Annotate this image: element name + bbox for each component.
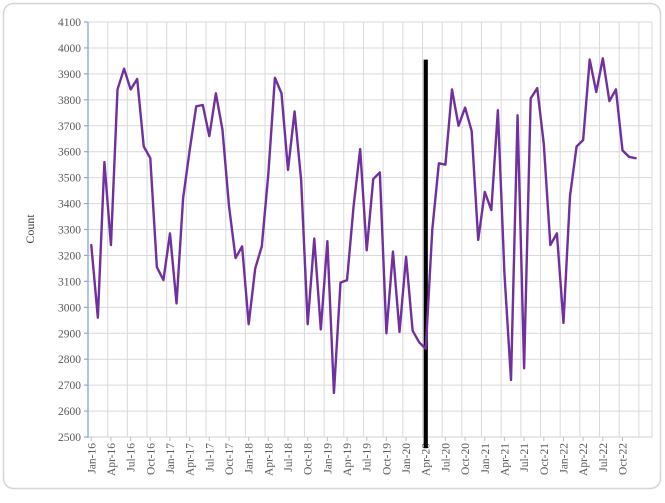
- y-axis-label: 4100: [58, 17, 81, 29]
- x-axis-label: Jan-22: [558, 443, 570, 474]
- y-axis-label: 3000: [58, 302, 81, 314]
- x-axis-label: Apr-20: [421, 443, 433, 476]
- y-axis-label: 3500: [58, 173, 81, 185]
- y-axis-label: 2900: [58, 328, 81, 340]
- y-axis-label: 3100: [58, 276, 81, 288]
- y-axis-label: 3600: [58, 147, 81, 159]
- y-axis-label: 3800: [58, 95, 81, 107]
- y-axis-label: 3700: [58, 121, 81, 133]
- x-axis-label: Oct-16: [145, 443, 157, 475]
- x-axis-label: Apr-21: [499, 443, 511, 476]
- x-axis-label: Oct-22: [617, 443, 629, 475]
- x-axis-label: Jan-17: [165, 443, 177, 474]
- x-axis-label: Apr-22: [578, 443, 590, 476]
- y-axis-label: 2500: [58, 432, 81, 444]
- y-axis-title: Count: [23, 214, 37, 244]
- x-axis-label: Oct-19: [381, 443, 393, 475]
- y-axis-label: 3300: [58, 225, 81, 237]
- y-axis-label: 4000: [58, 43, 81, 55]
- chart-border: [2, 2, 662, 490]
- data-series-line: [90, 57, 637, 395]
- x-axis-label: Jul-18: [283, 443, 295, 472]
- x-axis-label: Jan-19: [322, 443, 334, 474]
- x-axis-label: Oct-17: [224, 443, 236, 475]
- y-axis-label: 2700: [58, 380, 81, 392]
- x-axis-label: Jan-16: [86, 443, 98, 474]
- x-axis-label: Oct-20: [460, 443, 472, 475]
- x-axis-label: Oct-21: [539, 443, 551, 475]
- x-axis-label: Jan-21: [480, 443, 492, 474]
- x-axis-label: Jan-18: [244, 443, 256, 474]
- x-axis-label: Jul-22: [598, 443, 610, 472]
- y-axis-label: 3400: [58, 199, 81, 211]
- x-axis-label: Jul-16: [126, 443, 138, 472]
- y-axis-label: 3900: [58, 69, 81, 81]
- x-axis-label: Oct-18: [303, 443, 315, 475]
- y-axis-label: 2600: [58, 406, 81, 418]
- x-axis-label: Apr-17: [185, 443, 197, 476]
- x-axis-label: Apr-19: [342, 443, 354, 476]
- x-axis-label: Apr-16: [106, 443, 118, 476]
- x-axis-label: Jul-21: [519, 443, 531, 472]
- x-axis-label: Apr-18: [263, 443, 275, 476]
- y-axis-label: 3200: [58, 250, 81, 262]
- x-axis-label: Jul-19: [362, 443, 374, 472]
- x-axis-label: Jul-20: [440, 443, 452, 472]
- y-axis-label: 2800: [58, 354, 81, 366]
- x-axis-label: Jul-17: [204, 443, 216, 472]
- x-axis-label: Jan-20: [401, 443, 413, 474]
